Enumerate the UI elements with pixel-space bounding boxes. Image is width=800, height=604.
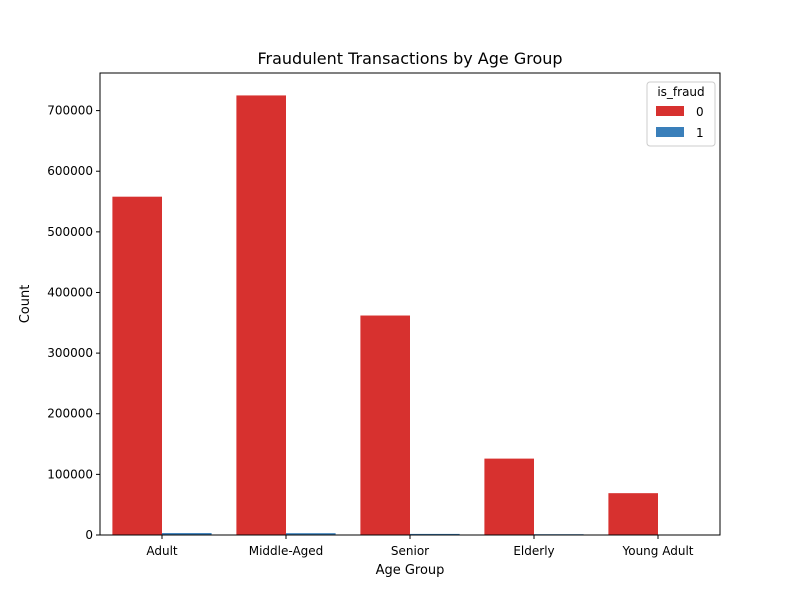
- y-tick-label: 500000: [47, 225, 93, 239]
- bar-elderly-series-0: [484, 459, 534, 535]
- bar-adult-series-0: [112, 197, 162, 535]
- x-tick-label: Young Adult: [622, 544, 694, 558]
- x-tick-label: Adult: [146, 544, 178, 558]
- y-tick-label: 700000: [47, 104, 93, 118]
- y-tick-label: 300000: [47, 346, 93, 360]
- x-axis-label: Age Group: [376, 563, 445, 578]
- x-tick-label: Senior: [391, 544, 429, 558]
- y-axis-label: Count: [18, 285, 33, 324]
- chart-title: Fraudulent Transactions by Age Group: [257, 49, 562, 68]
- legend-title: is_fraud: [657, 85, 704, 99]
- y-tick-label: 400000: [47, 285, 93, 299]
- legend-swatch-0: [656, 106, 684, 116]
- y-tick-label: 200000: [47, 407, 93, 421]
- y-tick-label: 100000: [47, 467, 93, 481]
- bar-senior-series-0: [360, 316, 410, 535]
- legend-label-1: 1: [696, 126, 704, 140]
- x-tick-label: Elderly: [513, 544, 554, 558]
- legend-label-0: 0: [696, 105, 704, 119]
- bar-young-adult-series-0: [608, 493, 658, 535]
- bar-middle-aged-series-0: [236, 95, 286, 535]
- y-tick-label: 600000: [47, 164, 93, 178]
- legend-swatch-1: [656, 127, 684, 137]
- x-tick-label: Middle-Aged: [249, 544, 324, 558]
- legend: is_fraud 0 1: [647, 82, 715, 146]
- y-tick-label: 0: [85, 528, 93, 542]
